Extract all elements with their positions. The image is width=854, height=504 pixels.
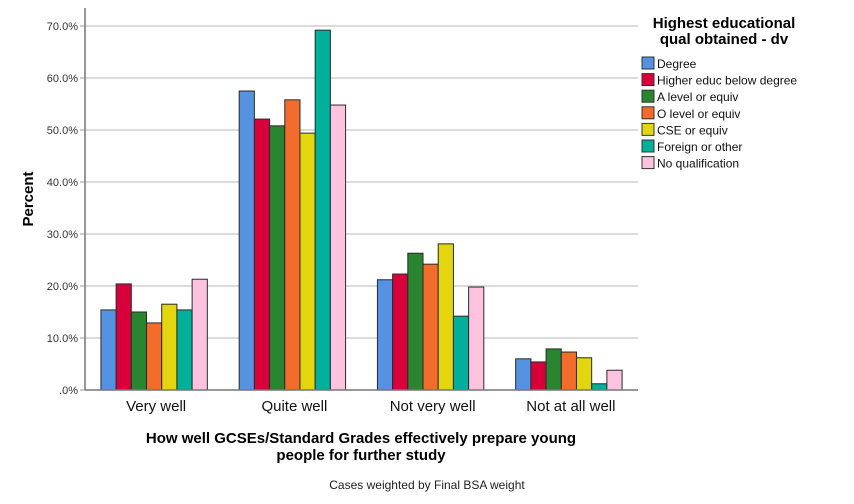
legend-label: Foreign or other — [657, 140, 742, 154]
legend-swatch — [641, 156, 655, 170]
legend-swatch — [641, 122, 655, 136]
x-tick-label: Quite well — [261, 398, 327, 415]
x-axis-title-line-1: How well GCSEs/Standard Grades effective… — [146, 430, 576, 447]
legend-label: Higher educ below degree — [657, 74, 797, 88]
bar — [545, 348, 562, 391]
bar — [392, 273, 409, 391]
y-tick-label: 60.0% — [47, 73, 78, 85]
bar — [452, 315, 470, 391]
gridlines — [85, 25, 638, 339]
bar — [468, 286, 485, 391]
legend-swatch — [641, 106, 655, 120]
bar — [314, 29, 331, 391]
y-tick-label: 70.0% — [47, 21, 78, 33]
bar — [560, 351, 577, 391]
bar — [575, 357, 593, 391]
y-tick-label: .0% — [59, 385, 78, 397]
bar — [376, 279, 394, 391]
bar — [238, 90, 255, 391]
legend-swatch — [641, 89, 655, 103]
x-axis-title-line-2: people for further study — [276, 447, 446, 464]
y-axis-ticks: .0% 10.0% 20.0% 30.0% 40.0% 50.0% 60.0% 70.0% — [47, 21, 85, 397]
bar — [606, 369, 623, 391]
legend-swatch — [641, 73, 655, 87]
bar — [130, 311, 148, 391]
x-tick-label: Very well — [126, 398, 186, 415]
bar — [422, 263, 439, 391]
legend-swatch — [641, 139, 655, 153]
bar — [591, 383, 608, 391]
bar — [269, 125, 286, 391]
legend-title-line-2: qual obtained - dv — [660, 31, 789, 48]
legend-label: Degree — [657, 57, 697, 71]
legend-label: CSE or equiv — [657, 123, 728, 137]
legend-label: No qualification — [657, 157, 739, 171]
bar — [176, 309, 193, 391]
y-tick-label: 10.0% — [47, 333, 78, 345]
bar — [515, 358, 532, 391]
legend-swatch — [641, 56, 655, 70]
legend-label: A level or equiv — [657, 90, 738, 104]
bar — [161, 303, 178, 391]
y-tick-label: 40.0% — [47, 177, 78, 189]
bar — [437, 243, 454, 391]
bar — [299, 132, 316, 391]
bar — [329, 104, 347, 391]
x-tick-label: Not very well — [390, 398, 476, 415]
y-tick-label: 50.0% — [47, 125, 78, 137]
bar — [253, 118, 271, 391]
x-axis-categories: Very well Quite well Not very well Not at a… — [126, 398, 615, 415]
y-axis-title: Percent — [20, 171, 37, 226]
legend-label: O level or equiv — [657, 107, 740, 121]
bar — [284, 99, 301, 391]
bar — [146, 322, 163, 391]
y-tick-label: 30.0% — [47, 229, 78, 241]
x-tick-label: Not at all well — [526, 398, 615, 415]
footnote: Cases weighted by Final BSA weight — [329, 478, 525, 492]
y-tick-label: 20.0% — [47, 281, 78, 293]
bars — [100, 29, 623, 391]
bar — [115, 283, 132, 391]
bar — [530, 361, 547, 391]
legend-title-line-1: Highest educational — [653, 15, 796, 32]
bar — [100, 309, 117, 391]
bar — [407, 252, 424, 391]
legend: Highest educational qual obtained - dv D… — [641, 15, 797, 171]
bar — [191, 278, 208, 391]
